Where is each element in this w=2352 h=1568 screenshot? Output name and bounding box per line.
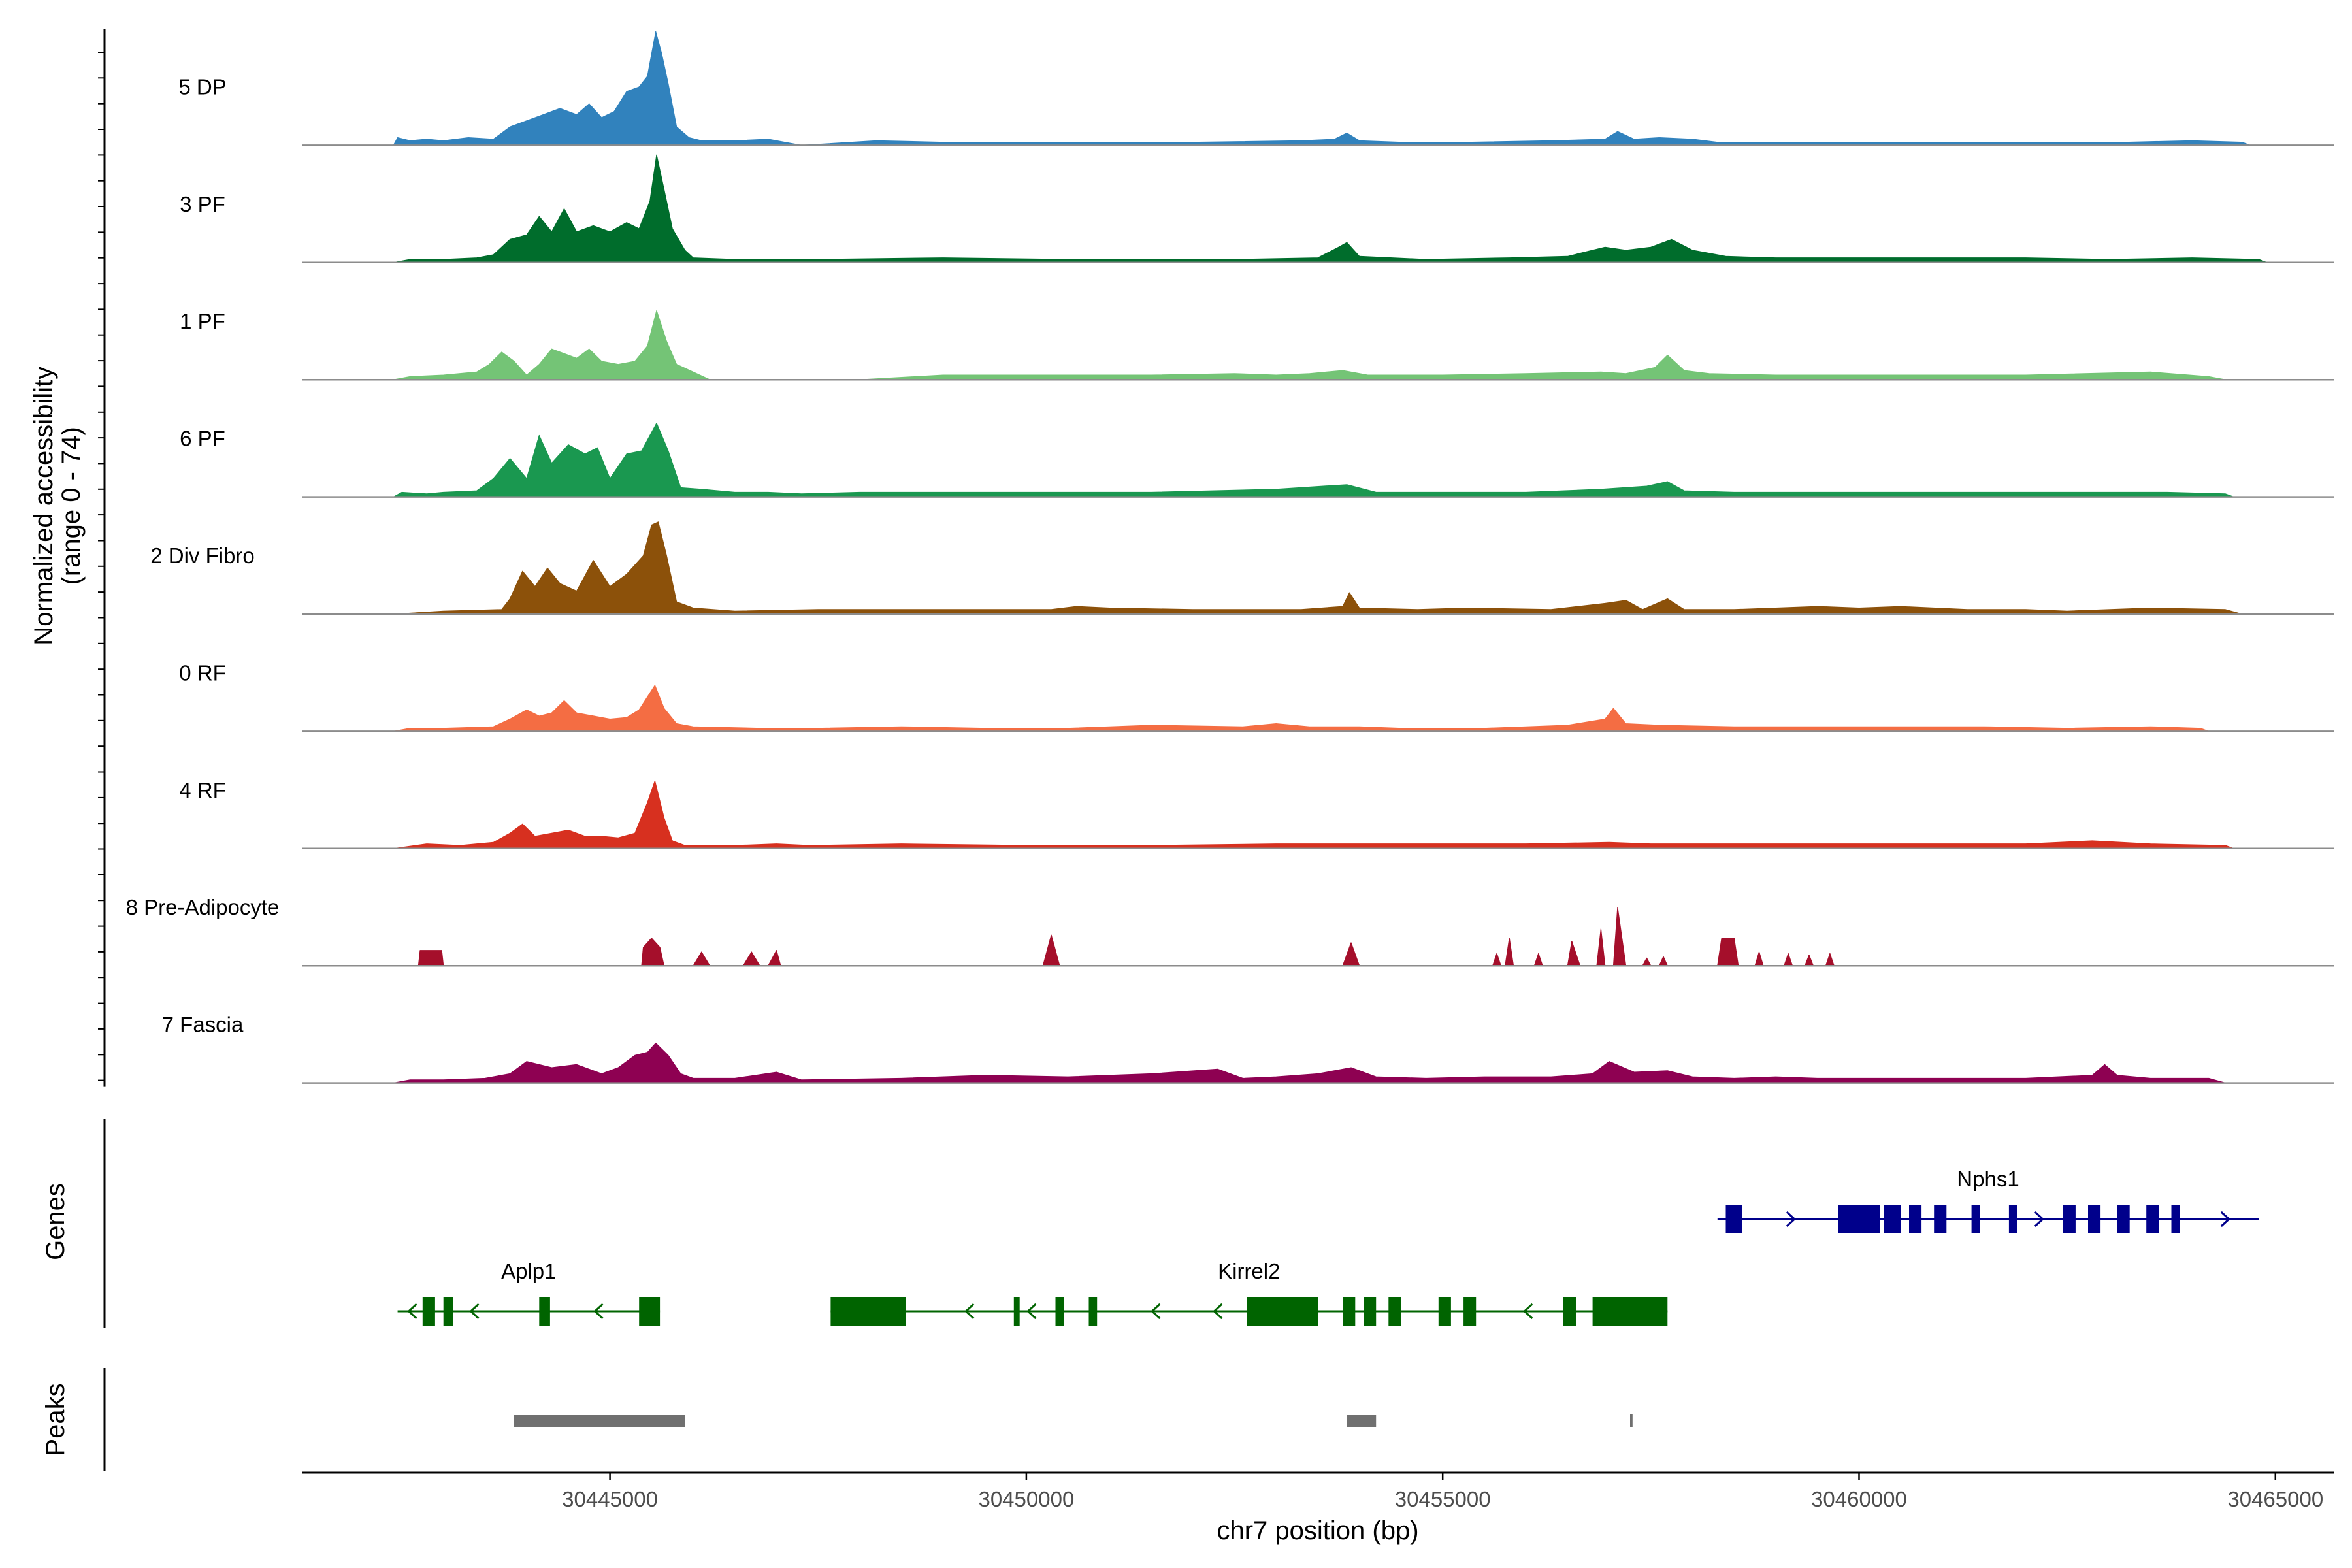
- exon-kirrel2: [1088, 1297, 1098, 1326]
- exon-kirrel2: [1343, 1297, 1356, 1326]
- track-label-5-dp: 5 DP: [178, 74, 226, 99]
- track-label-1-pf: 1 PF: [180, 309, 225, 333]
- gene-label-aplp1: Aplp1: [501, 1259, 556, 1283]
- exon-nphs1: [1909, 1205, 1922, 1233]
- exon-kirrel2: [1388, 1297, 1401, 1326]
- strand-arrow-nphs1: [2034, 1211, 2045, 1228]
- exon-nphs1: [2146, 1205, 2159, 1233]
- track-area-5-dp: [393, 31, 2251, 146]
- track-label-0-rf: 0 RF: [179, 661, 226, 685]
- track-3-pf: 3 PF: [180, 154, 2334, 264]
- y-axis-label-line: (range 0 - 74): [57, 427, 86, 585]
- track-6-pf: 6 PF: [180, 423, 2334, 498]
- x-tick-label: 30450000: [978, 1487, 1074, 1511]
- strand-arrow-kirrel2: [1213, 1303, 1223, 1320]
- exon-kirrel2: [1563, 1297, 1576, 1326]
- track-label-8-pre-adipocyte: 8 Pre-Adipocyte: [126, 895, 280, 919]
- exon-nphs1: [1884, 1205, 1901, 1233]
- strand-arrow-aplp1: [469, 1303, 480, 1320]
- track-label-2-div-fibro: 2 Div Fibro: [150, 544, 255, 568]
- exon-nphs1: [1971, 1205, 1980, 1233]
- exon-kirrel2: [1438, 1297, 1451, 1326]
- gene-aplp1: Aplp1: [397, 1259, 661, 1326]
- exon-kirrel2: [1247, 1297, 1318, 1326]
- peak-region: [514, 1415, 685, 1427]
- strand-arrow-kirrel2: [1151, 1303, 1161, 1320]
- gene-annotation-panel: Aplp1 Kirrel2 Nphs1: [103, 1119, 2259, 1328]
- exon-nphs1: [2088, 1205, 2101, 1233]
- x-tick-label: 30445000: [562, 1487, 658, 1511]
- x-axis-label: chr7 position (bp): [1217, 1516, 1418, 1545]
- strand-arrow-kirrel2: [964, 1303, 975, 1320]
- exon-nphs1: [2117, 1205, 2130, 1233]
- x-axis: 30445000 30450000 30455000 30460000 30465000: [302, 1471, 2334, 1511]
- exon-aplp1: [422, 1297, 435, 1326]
- strand-arrow-kirrel2: [1026, 1303, 1037, 1320]
- exon-nphs1: [1838, 1205, 1880, 1233]
- strand-arrow-nphs1: [2220, 1211, 2231, 1228]
- track-area-6-pf: [393, 423, 2234, 498]
- track-label-7-fascia: 7 Fascia: [162, 1013, 244, 1037]
- exon-nphs1: [1725, 1205, 1742, 1233]
- coverage-y-axis: [98, 29, 106, 1087]
- exon-kirrel2: [1592, 1297, 1668, 1326]
- peak-region: [1630, 1414, 1633, 1427]
- x-tick-label: 30455000: [1395, 1487, 1491, 1511]
- track-area-1-pf: [393, 310, 2226, 380]
- exon-nphs1: [2171, 1205, 2180, 1233]
- exon-kirrel2: [1364, 1297, 1377, 1326]
- peaks-panel: [103, 1368, 1633, 1471]
- x-tick-label: 30465000: [2227, 1487, 2323, 1511]
- exon-nphs1: [2063, 1205, 2076, 1233]
- gene-nphs1: Nphs1: [1717, 1167, 2259, 1233]
- gene-label-kirrel2: Kirrel2: [1218, 1259, 1280, 1283]
- track-2-div-fibro: 2 Div Fibro: [150, 521, 2334, 615]
- exon-kirrel2: [1013, 1297, 1020, 1326]
- track-5-dp: 5 DP: [178, 31, 2334, 146]
- strand-arrow-nphs1: [1786, 1211, 1797, 1228]
- coverage-tracks: 5 DP 3 PF 1 PF 6 PF 2 Div Fibro 0 RF 4 RF 8 Pre…: [126, 31, 2334, 1084]
- track-label-4-rf: 4 RF: [179, 778, 226, 802]
- track-area-0-rf: [393, 685, 2210, 732]
- peak-region: [1347, 1415, 1377, 1427]
- x-tick-label: 30460000: [1811, 1487, 1907, 1511]
- exon-nphs1: [1934, 1205, 1947, 1233]
- y-axis-label: Normalized accessibility(range 0 - 74): [29, 367, 86, 645]
- track-7-fascia: 7 Fascia: [162, 1013, 2334, 1084]
- track-1-pf: 1 PF: [180, 309, 2334, 381]
- track-area-7-fascia: [393, 1042, 2226, 1084]
- exon-kirrel2: [830, 1297, 906, 1326]
- track-0-rf: 0 RF: [179, 661, 2334, 732]
- strand-arrow-kirrel2: [1523, 1303, 1533, 1320]
- track-label-6-pf: 6 PF: [180, 427, 225, 451]
- gene-kirrel2: Kirrel2: [830, 1259, 1668, 1326]
- exon-kirrel2: [1463, 1297, 1477, 1326]
- exon-nphs1: [2008, 1205, 2017, 1233]
- track-8-pre-adipocyte: 8 Pre-Adipocyte: [126, 895, 2334, 967]
- exon-aplp1: [539, 1297, 550, 1326]
- track-area-2-div-fibro: [393, 521, 2243, 615]
- exon-aplp1: [639, 1297, 661, 1326]
- genes-panel-label: Genes: [41, 1183, 70, 1260]
- gene-label-nphs1: Nphs1: [1957, 1167, 2019, 1191]
- track-area-8-pre-adipocyte: [417, 907, 1835, 966]
- strand-arrow-aplp1: [593, 1303, 604, 1320]
- exon-kirrel2: [1055, 1297, 1064, 1326]
- peaks-panel-label: Peaks: [41, 1383, 70, 1456]
- exon-aplp1: [443, 1297, 453, 1326]
- y-axis-label-line: Normalized accessibility: [29, 367, 58, 645]
- track-4-rf: 4 RF: [179, 778, 2334, 850]
- track-area-4-rf: [393, 780, 2234, 849]
- track-label-3-pf: 3 PF: [180, 192, 225, 216]
- track-area-3-pf: [393, 154, 2268, 263]
- strand-arrow-aplp1: [407, 1303, 417, 1320]
